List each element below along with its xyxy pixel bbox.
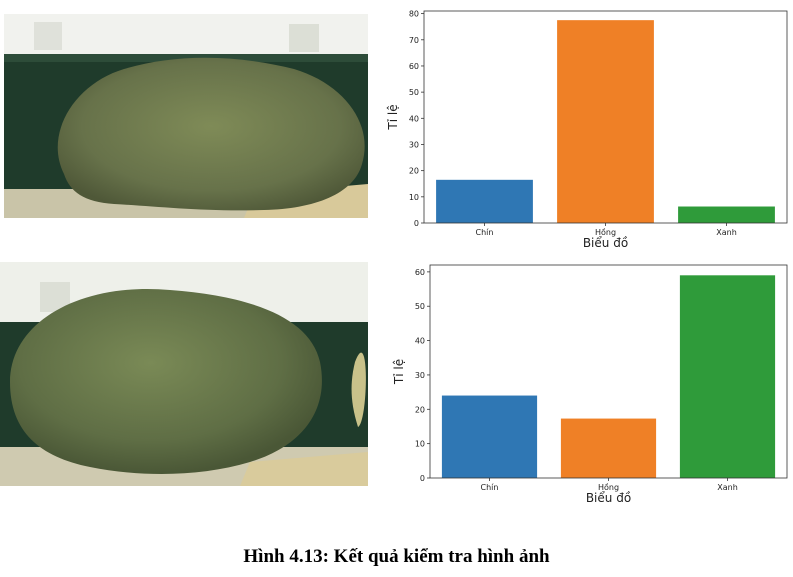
y-tick-label: 40	[415, 337, 425, 346]
bar-chart-2: 0 10 20 30 40 50 60 Chín Hồng Xanh Biểu đồ Tỉ lệ	[380, 258, 793, 508]
x-tick-label: Xanh	[716, 228, 737, 237]
bar-1-3	[678, 206, 775, 223]
bar-2-2	[560, 418, 657, 478]
bar-2-1	[441, 395, 538, 478]
mango-photo-1	[4, 14, 368, 218]
x-tick-label: Xanh	[717, 483, 738, 492]
figure-caption: Hình 4.13: Kết quả kiểm tra hình ảnh	[243, 546, 550, 567]
y-tick-label: 30	[409, 140, 419, 149]
x-tick-label: Hồng	[598, 482, 619, 492]
y-tick-label: 50	[415, 302, 425, 311]
x-tick-label: Chín	[476, 228, 494, 237]
y-tick-label: 30	[415, 371, 425, 380]
x-axis-title: Biểu đồ	[583, 236, 628, 250]
x-tick-label: Hồng	[595, 227, 616, 237]
y-axis-title: Tỉ lệ	[392, 359, 406, 385]
y-tick-label: 60	[409, 62, 419, 71]
bar-chart-1-svg: 0 10 20 30 40 50 60 70 80 Chín Hồng Xanh Biểu đồ Tỉ l…	[386, 10, 788, 250]
bar-1-1	[436, 179, 533, 223]
mango-photo-2	[0, 262, 368, 486]
x-axis-title: Biểu đồ	[586, 491, 631, 505]
y-tick-label: 0	[420, 474, 425, 483]
y-tick-label: 10	[409, 193, 419, 202]
bar-chart-1: 0 10 20 30 40 50 60 70 80 Chín Hồng Xanh Biểu đồ Tỉ l…	[380, 4, 793, 254]
y-tick-label: 20	[409, 167, 419, 176]
y-tick-label: 40	[409, 114, 419, 123]
y-tick-label: 60	[415, 268, 425, 277]
bar-chart-2-svg: 0 10 20 30 40 50 60 Chín Hồng Xanh Biểu đồ Tỉ lệ	[392, 264, 788, 505]
x-tick-label: Chín	[481, 483, 499, 492]
y-tick-label: 50	[409, 88, 419, 97]
y-tick-label: 10	[415, 440, 425, 449]
bar-2-3	[679, 275, 776, 478]
y-tick-label: 0	[414, 219, 419, 228]
y-tick-label: 80	[409, 10, 419, 19]
y-tick-label: 70	[409, 36, 419, 45]
y-axis-title: Tỉ lệ	[386, 104, 400, 130]
bar-1-2	[557, 20, 654, 224]
y-tick-label: 20	[415, 405, 425, 414]
